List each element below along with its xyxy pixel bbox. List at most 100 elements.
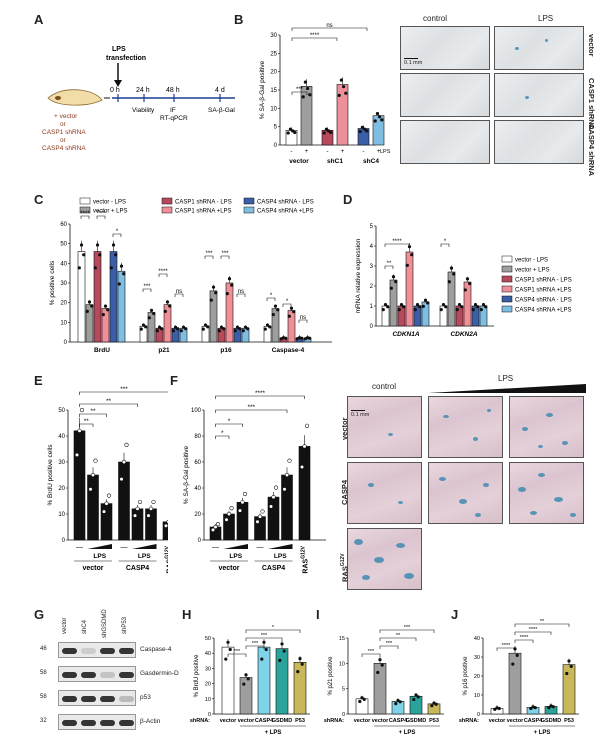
j-sig-line xyxy=(496,647,516,651)
c-dot xyxy=(90,304,94,308)
d-dot xyxy=(413,308,417,312)
i-dot xyxy=(412,697,416,702)
d-legend-label: vector - LPS xyxy=(515,258,548,264)
f-dot xyxy=(224,517,229,522)
d-legend-swatch xyxy=(501,275,513,283)
blot-marker: 58 xyxy=(40,670,47,676)
h-dot xyxy=(242,682,246,686)
c-sig-line xyxy=(204,255,214,259)
h-sig-line xyxy=(245,637,283,641)
lps-arrowhead xyxy=(114,80,122,87)
d-ytick-label: 2 xyxy=(370,284,374,290)
c-sig-label: **** xyxy=(158,269,168,275)
c-bar xyxy=(77,251,86,343)
h-ytick-label: 0 xyxy=(208,712,211,718)
time-24h: 24 h xyxy=(136,87,150,94)
e-ytick-label: 20 xyxy=(58,486,65,492)
d-dot xyxy=(418,305,422,309)
b-ytick-label: 0 xyxy=(274,143,278,149)
c-dot xyxy=(85,309,89,313)
d-dot xyxy=(394,280,398,284)
i-category-label: CASP4 xyxy=(389,718,408,724)
f-wedge xyxy=(268,544,293,549)
c-dot xyxy=(155,329,159,333)
j-shrna-label: shRNA: xyxy=(459,718,479,724)
c-dot xyxy=(271,312,275,317)
blot-band xyxy=(100,696,115,702)
i-dot xyxy=(378,658,382,662)
lps-label: LPS xyxy=(112,46,126,53)
micrograph-f-vector-lps-high xyxy=(509,396,584,458)
h-category-label: vector xyxy=(220,718,237,724)
h-category-label: CASP4 xyxy=(255,718,274,724)
i-sig-label: *** xyxy=(386,641,393,647)
i-dot xyxy=(376,670,380,675)
b-dot xyxy=(378,115,382,119)
d-dot xyxy=(476,305,480,309)
panel-label-c: C xyxy=(34,192,44,207)
f-dot xyxy=(282,487,287,492)
d-sig-line xyxy=(384,243,410,247)
j-category-label: CASP4 xyxy=(524,718,543,724)
c-sig-label: ns xyxy=(300,315,306,321)
cell-label-or2: or xyxy=(60,137,67,144)
h-dot xyxy=(228,647,232,652)
c-dot xyxy=(276,308,280,312)
b-dot xyxy=(308,93,312,97)
c-dot xyxy=(217,329,221,333)
f-ytick-label: 100 xyxy=(191,408,202,414)
e-bar xyxy=(73,430,86,541)
b-ytick-label: 10 xyxy=(270,106,277,112)
b-dot xyxy=(291,129,295,133)
d-dot xyxy=(473,302,478,307)
d-dot xyxy=(423,298,428,302)
b-dot xyxy=(365,129,369,133)
blot-band xyxy=(62,720,77,726)
e-dot xyxy=(148,506,154,511)
micrograph-b-casp1-control xyxy=(400,73,490,117)
d-dot xyxy=(463,288,467,292)
c-dot xyxy=(168,304,172,308)
f-dot xyxy=(213,524,218,530)
e-sig-label: ** xyxy=(90,408,96,415)
e-dot xyxy=(101,509,107,514)
d-dot xyxy=(457,302,462,307)
b-group-label: shC1 xyxy=(327,158,343,165)
f-bar xyxy=(223,513,235,541)
f-dot xyxy=(255,519,260,524)
c-sig-label: *** xyxy=(205,251,213,257)
h-dot xyxy=(296,670,300,674)
c-dot xyxy=(222,327,226,331)
d-dot xyxy=(402,305,406,309)
blot-protein-label: β-Actin xyxy=(140,718,161,725)
c-bar xyxy=(225,282,234,343)
blot-band xyxy=(119,720,134,726)
c-dot xyxy=(201,327,205,331)
b-scale-bar: 0.1 mm xyxy=(404,60,423,66)
c-dot xyxy=(101,312,105,317)
j-lps-label: + LPS xyxy=(534,730,551,736)
b-ytick-label: 30 xyxy=(270,33,277,39)
d-sig-line xyxy=(384,265,394,269)
b-dot xyxy=(342,85,346,89)
blot-band xyxy=(62,648,77,654)
blot-band xyxy=(119,696,134,702)
h-sig-line xyxy=(245,645,265,649)
lane-shc4: shC4 xyxy=(82,619,88,634)
e-ytick-label: 30 xyxy=(58,460,65,466)
i-dot xyxy=(380,663,384,667)
e-dot xyxy=(74,452,80,457)
blot-band xyxy=(81,720,96,726)
d-dot xyxy=(449,266,454,270)
f-ytick-label: 20 xyxy=(194,512,201,518)
c-sig-line xyxy=(236,293,246,297)
panel-label-j: J xyxy=(451,607,459,622)
i-ytick-label: 0 xyxy=(342,712,345,718)
c-dot xyxy=(109,266,113,270)
c-dot xyxy=(103,304,108,308)
d-legend-swatch xyxy=(501,295,513,303)
j-dot xyxy=(529,706,533,711)
e-casp4-label: CASP4 xyxy=(126,565,149,572)
e-dot xyxy=(146,513,151,518)
